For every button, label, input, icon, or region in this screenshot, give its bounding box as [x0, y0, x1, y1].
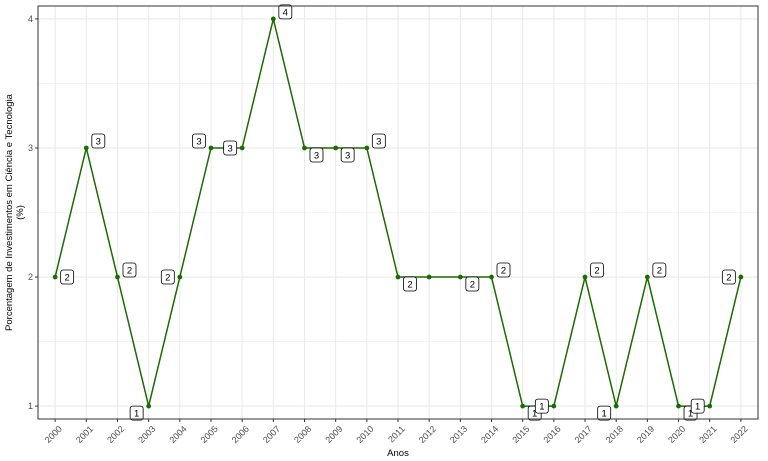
data-point [676, 403, 681, 409]
y-axis-title-line1: Porcentagem de Investimentos em Ciência … [4, 93, 15, 331]
data-label-text: 2 [470, 279, 475, 290]
data-label: 2 [496, 262, 511, 278]
data-label-box [122, 262, 137, 278]
data-label: 1 [129, 405, 144, 421]
y-tick-label: 3 [28, 143, 33, 153]
data-label-box [309, 147, 324, 163]
data-label-text: 1 [688, 408, 693, 419]
data-label: 2 [465, 276, 480, 292]
y-tick-label: 4 [28, 14, 33, 24]
data-label-box [403, 276, 417, 292]
data-label-box [129, 405, 144, 421]
data-label-box [160, 269, 175, 285]
data-label-text: 1 [539, 401, 544, 412]
data-label-box [590, 262, 604, 278]
data-label: 3 [340, 147, 355, 163]
data-label: 2 [721, 269, 736, 285]
data-point [208, 145, 214, 151]
data-label-text: 3 [228, 143, 233, 154]
data-label-text: 2 [657, 265, 662, 276]
data-point [83, 145, 89, 151]
data-label: 3 [309, 147, 324, 163]
data-label-box [534, 398, 549, 414]
data-point [457, 274, 463, 280]
data-point [707, 403, 713, 409]
data-label: 2 [60, 269, 75, 285]
data-point [395, 274, 401, 280]
data-label-text: 1 [532, 408, 537, 419]
data-label: 2 [122, 262, 137, 278]
data-label: 4 [278, 4, 293, 20]
data-label: 3 [192, 133, 206, 149]
data-label: 2 [160, 269, 175, 285]
data-point [270, 16, 276, 22]
data-point [115, 274, 120, 280]
data-label-text: 4 [283, 7, 288, 18]
data-label-text: 1 [134, 408, 139, 419]
series-line [52, 16, 744, 409]
data-label-box [652, 262, 667, 278]
data-label-text: 3 [376, 136, 381, 147]
data-point [551, 403, 557, 409]
data-label-box [340, 147, 355, 163]
y-axis: 1 2 3 4 [28, 14, 38, 411]
data-label-box [192, 133, 206, 149]
x-axis-title: Anos [387, 448, 409, 459]
data-label: 3 [371, 133, 386, 149]
data-label-box [91, 133, 106, 149]
data-label: 1 [690, 398, 705, 414]
data-point [333, 145, 339, 151]
data-label: 3 [223, 140, 238, 156]
data-label: 1 [597, 405, 612, 421]
data-label-box [60, 269, 75, 285]
data-label-text: 2 [165, 272, 170, 283]
data-label: 2 [652, 262, 667, 278]
data-label-text: 2 [407, 279, 412, 290]
data-point [52, 274, 58, 280]
data-point [489, 274, 494, 280]
data-label-text: 2 [726, 272, 731, 283]
data-label: 2 [590, 262, 604, 278]
data-point [146, 403, 152, 409]
data-label-text: 1 [602, 408, 607, 419]
data-label-box [690, 398, 705, 414]
data-label-box [597, 405, 612, 421]
data-label-text: 3 [196, 136, 201, 147]
data-point [644, 274, 650, 280]
data-label-text: 2 [501, 265, 506, 276]
data-label-text: 2 [594, 265, 599, 276]
data-point [302, 145, 307, 151]
y-tick-label: 1 [28, 401, 33, 411]
data-point [520, 403, 526, 409]
data-label-box [496, 262, 511, 278]
data-label: 3 [91, 133, 106, 149]
y-tick-label: 2 [28, 272, 33, 282]
data-label-box [465, 276, 480, 292]
data-label-text: 1 [695, 401, 700, 412]
data-label-text: 2 [127, 265, 132, 276]
data-label-box [278, 4, 293, 20]
data-label-text: 3 [314, 150, 319, 161]
data-point [426, 274, 432, 280]
data-point [613, 403, 619, 409]
data-label-box [223, 140, 238, 156]
data-point [239, 145, 245, 151]
data-point [738, 274, 744, 280]
data-label: 2 [403, 276, 417, 292]
data-label: 1 [534, 398, 549, 414]
data-point [177, 274, 183, 280]
data-label-text: 3 [96, 136, 101, 147]
data-label-box [721, 269, 736, 285]
data-point [364, 145, 370, 151]
data-label-text: 2 [64, 272, 69, 283]
grid-lines [38, 6, 758, 419]
y-axis-title-line2: (%) [15, 205, 26, 220]
data-point [582, 274, 588, 280]
data-label-text: 3 [345, 150, 350, 161]
data-label-box [371, 133, 386, 149]
